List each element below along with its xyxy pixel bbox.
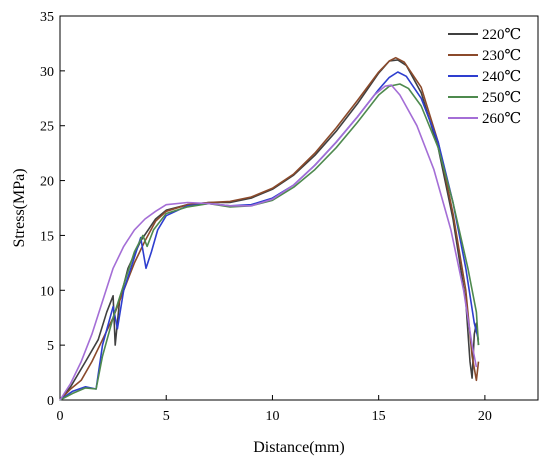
axis-ticks: 0 5 10 15 20 0 5 10 15 20 25 30 35 [40,10,492,424]
legend-label-4: 260℃ [482,111,521,127]
x-tick-label: 10 [265,409,279,424]
x-tick-label: 0 [57,409,64,424]
y-axis-title: Stress(MPa) [11,168,28,247]
series-lines [59,56,480,401]
y-tick-label: 0 [47,394,54,409]
series-line-0 [59,59,480,401]
series-line-1 [59,56,480,401]
legend-label-2: 240℃ [482,69,521,85]
legend-label-1: 230℃ [482,48,521,64]
x-axis-title: Distance(mm) [253,439,345,456]
y-tick-label: 15 [40,229,54,244]
legend-label-3: 250℃ [482,90,521,106]
plot-frame [59,15,539,401]
legend: 220℃ 230℃ 240℃ 250℃ 260℃ [448,27,521,127]
y-tick-label: 20 [40,175,54,190]
y-tick-label: 30 [40,65,54,80]
y-tick-label: 25 [40,120,54,135]
x-tick-label: 15 [372,409,386,424]
series-line-2 [59,71,480,401]
series-line-4 [59,84,478,401]
x-tick-label: 5 [163,409,170,424]
series-line-3 [59,83,480,401]
legend-label-0: 220℃ [482,27,521,43]
y-tick-label: 10 [40,284,54,299]
y-tick-label: 5 [47,339,54,354]
x-tick-label: 20 [478,409,492,424]
y-tick-label: 35 [40,10,54,25]
